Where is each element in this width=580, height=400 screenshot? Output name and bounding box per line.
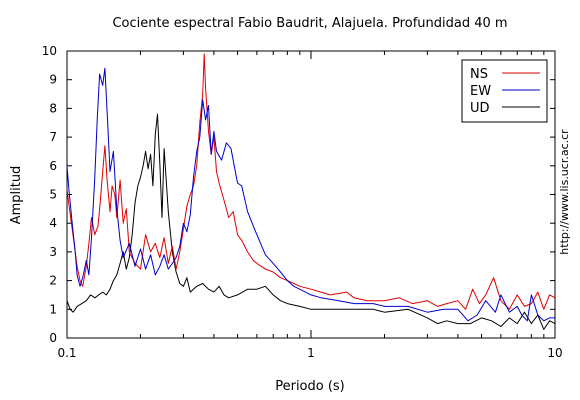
x-tick-label: 0.1 [57, 346, 76, 360]
y-tick-label: 6 [49, 159, 57, 173]
chart-title: Cociente espectral Fabio Baudrit, Alajue… [112, 16, 507, 31]
legend-box [461, 59, 548, 123]
x-axis: 0.1 1 10 [57, 51, 563, 360]
y-tick-label: 2 [49, 274, 57, 288]
x-axis-label: Periodo (s) [275, 379, 345, 394]
y-tick-label: 1 [49, 302, 57, 316]
y-tick-label: 9 [49, 73, 57, 87]
series-line-ns [66, 53, 556, 310]
legend: NS EW UD [461, 59, 548, 123]
x-tick-label: 1 [307, 346, 315, 360]
y-axis: 0 1 2 3 4 5 6 7 8 9 10 [42, 44, 555, 345]
series-line-ew [66, 67, 555, 322]
y-tick-label: 7 [49, 130, 57, 144]
series-line-ud [66, 113, 556, 330]
y-tick-label: 3 [49, 245, 57, 259]
y-axis-label: Amplitud [9, 166, 24, 225]
y-tick-label: 10 [42, 44, 57, 58]
y-tick-label: 8 [49, 101, 57, 115]
y-tick-label: 5 [49, 188, 57, 202]
x-tick-label: 10 [547, 346, 562, 360]
credit-url: http://www.lis.ucr.ac.cr [558, 129, 571, 255]
y-tick-label: 0 [49, 331, 57, 345]
legend-label-ud: UD [470, 101, 490, 116]
legend-label-ns: NS [470, 67, 488, 82]
legend-label-ew: EW [470, 84, 491, 99]
series-layer [66, 53, 556, 330]
y-tick-label: 4 [49, 216, 57, 230]
